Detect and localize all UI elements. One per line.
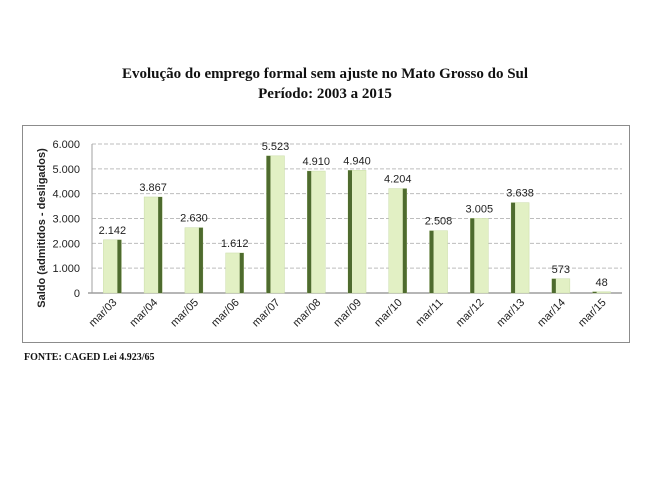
data-label: 3.867 bbox=[139, 182, 167, 194]
y-tick-label: 6.000 bbox=[52, 139, 80, 151]
bars bbox=[103, 155, 611, 294]
x-tick-label: mar/05 bbox=[168, 297, 201, 330]
y-tick-label: 2.000 bbox=[52, 238, 80, 250]
bar bbox=[347, 170, 367, 294]
bar bbox=[388, 188, 408, 294]
bar bbox=[143, 196, 163, 294]
data-label: 3.638 bbox=[506, 188, 534, 200]
x-axis-ticks: mar/03 mar/04 mar/05 mar/06 mar/07 mar/08 mar/… bbox=[87, 297, 609, 330]
x-tick-label: mar/08 bbox=[291, 297, 324, 330]
bar bbox=[184, 227, 204, 294]
data-label: 5.523 bbox=[262, 141, 290, 153]
data-labels: 2.142 3.867 2.630 1.612 5.523 4.910 4.940 4.204… bbox=[99, 141, 608, 289]
chart-title: Evolução do emprego formal sem ajuste no… bbox=[121, 66, 529, 82]
source-note: FONTE: CAGED Lei 4.923/65 bbox=[24, 352, 155, 363]
x-tick-label: mar/15 bbox=[576, 297, 609, 330]
bar bbox=[551, 278, 571, 294]
chart-frame bbox=[22, 125, 630, 343]
bar bbox=[592, 291, 611, 294]
data-label: 2.142 bbox=[99, 225, 127, 237]
data-label: 48 bbox=[595, 277, 607, 289]
data-label: 2.630 bbox=[180, 213, 208, 225]
x-tick-label: mar/06 bbox=[209, 297, 242, 330]
bar bbox=[429, 230, 448, 294]
x-tick-label: mar/04 bbox=[128, 297, 161, 330]
data-label: 4.910 bbox=[302, 156, 330, 168]
data-label: 4.204 bbox=[384, 174, 412, 186]
y-tick-label: 4.000 bbox=[52, 189, 80, 201]
x-tick-label: mar/07 bbox=[250, 297, 283, 330]
x-tick-label: mar/13 bbox=[494, 297, 527, 330]
bar bbox=[225, 252, 244, 294]
x-tick-label: mar/09 bbox=[331, 297, 364, 330]
y-tick-label: 3.000 bbox=[52, 214, 80, 226]
x-tick-label: mar/14 bbox=[535, 297, 568, 330]
bar bbox=[510, 202, 530, 294]
bar bbox=[266, 155, 285, 294]
chart-subtitle: Período: 2003 a 2015 bbox=[258, 86, 392, 102]
y-axis-label: Saldo (admitidos - desligados) bbox=[36, 148, 48, 308]
y-tick-label: 5.000 bbox=[52, 164, 80, 176]
bar bbox=[306, 170, 326, 294]
y-axis-ticks: 0 1.000 2.000 3.000 4.000 5.000 6.000 bbox=[52, 139, 80, 300]
y-tick-label: 1.000 bbox=[52, 263, 80, 275]
data-label: 2.508 bbox=[425, 216, 453, 228]
y-tick-label: 0 bbox=[74, 288, 80, 300]
x-tick-label: mar/03 bbox=[87, 297, 120, 330]
data-label: 1.612 bbox=[221, 238, 249, 250]
data-label: 573 bbox=[552, 264, 570, 276]
bar bbox=[470, 218, 489, 294]
x-tick-label: mar/10 bbox=[372, 297, 405, 330]
bar bbox=[103, 239, 122, 294]
data-label: 3.005 bbox=[466, 203, 494, 215]
x-tick-label: mar/11 bbox=[414, 297, 446, 329]
data-label: 4.940 bbox=[343, 155, 371, 167]
x-tick-label: mar/12 bbox=[454, 297, 487, 330]
